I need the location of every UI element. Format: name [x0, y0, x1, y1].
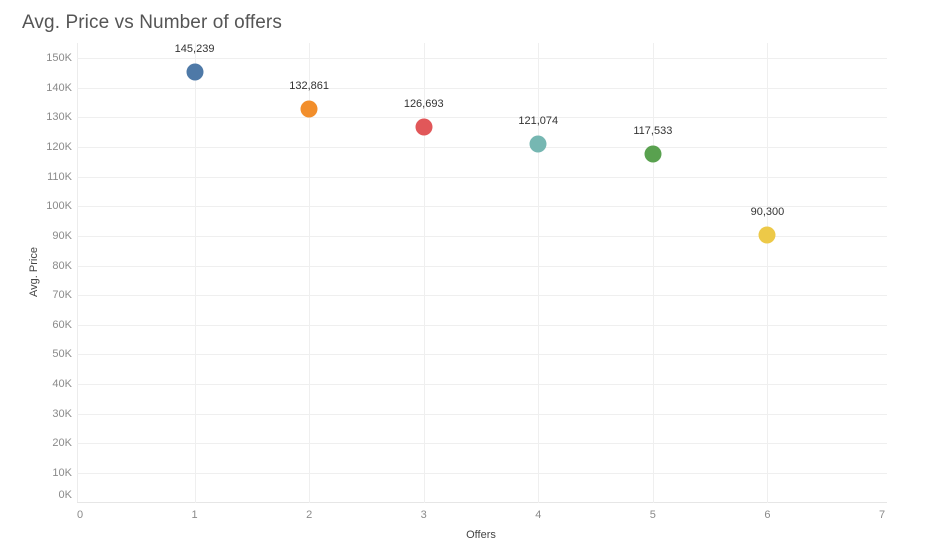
plot-area [77, 43, 887, 503]
gridline-horizontal [77, 176, 887, 178]
gridline-vertical [767, 43, 769, 503]
gridline-horizontal [77, 354, 887, 356]
x-tick-label: 0 [76, 509, 84, 521]
y-tick-label: 20K [52, 437, 72, 450]
y-tick-label: 70K [52, 289, 72, 302]
y-axis-label: Avg. Price [28, 247, 40, 297]
y-tick-label: 90K [52, 229, 72, 242]
data-point-label: 132,861 [289, 79, 330, 92]
gridline-vertical [652, 43, 654, 503]
y-tick-label: 100K [46, 200, 72, 213]
y-tick-label: 150K [46, 52, 72, 65]
gridline-horizontal [77, 87, 887, 89]
gridline-horizontal [77, 324, 887, 326]
gridline-horizontal [77, 384, 887, 386]
x-tick-label: 4 [535, 509, 542, 521]
y-tick-label: 0K [58, 489, 72, 501]
x-axis-line [77, 502, 887, 503]
data-point-label: 145,239 [174, 43, 215, 56]
gridline-horizontal [77, 295, 887, 297]
gridline-vertical [194, 43, 196, 503]
gridline-horizontal [77, 146, 887, 148]
gridline-horizontal [77, 117, 887, 119]
data-point[interactable] [529, 135, 547, 153]
y-tick-label: 140K [46, 81, 72, 94]
gridline-horizontal [77, 473, 887, 474]
data-point-label: 126,693 [403, 98, 444, 111]
x-tick-label: 6 [764, 509, 771, 521]
y-tick-label: 40K [52, 378, 72, 391]
data-point-label: 117,533 [633, 125, 673, 138]
data-point[interactable] [415, 118, 433, 136]
y-tick-label: 80K [52, 259, 72, 272]
gridline-vertical [309, 43, 311, 503]
data-point-label: 90,300 [750, 205, 785, 218]
x-axis-label: Offers [466, 529, 496, 541]
gridline-vertical [538, 43, 540, 503]
gridline-horizontal [77, 206, 887, 208]
y-tick-label: 30K [52, 407, 72, 420]
y-axis-line [77, 43, 78, 503]
data-point[interactable] [644, 145, 662, 163]
gridline-horizontal [77, 413, 887, 415]
x-tick-label: 7 [878, 509, 886, 521]
y-tick-label: 60K [52, 318, 72, 331]
gridline-horizontal [77, 265, 887, 267]
gridline-horizontal [77, 235, 887, 237]
y-tick-label: 130K [46, 111, 72, 124]
gridline-vertical [423, 43, 425, 503]
y-tick-label: 110K [47, 170, 72, 183]
x-tick-label: 2 [306, 509, 313, 521]
x-tick-label: 5 [649, 509, 656, 521]
chart-title: Avg. Price vs Number of offers [22, 12, 282, 33]
data-point[interactable] [186, 63, 204, 81]
data-point-label: 121,074 [518, 114, 559, 127]
x-tick-label: 3 [420, 509, 427, 521]
data-point[interactable] [758, 226, 776, 244]
x-tick-label: 1 [191, 509, 198, 521]
y-tick-label: 10K [52, 467, 72, 479]
y-tick-label: 120K [46, 140, 72, 153]
gridline-horizontal [77, 443, 887, 445]
data-point[interactable] [300, 100, 318, 118]
y-tick-label: 50K [52, 348, 72, 361]
gridline-horizontal [77, 58, 887, 60]
